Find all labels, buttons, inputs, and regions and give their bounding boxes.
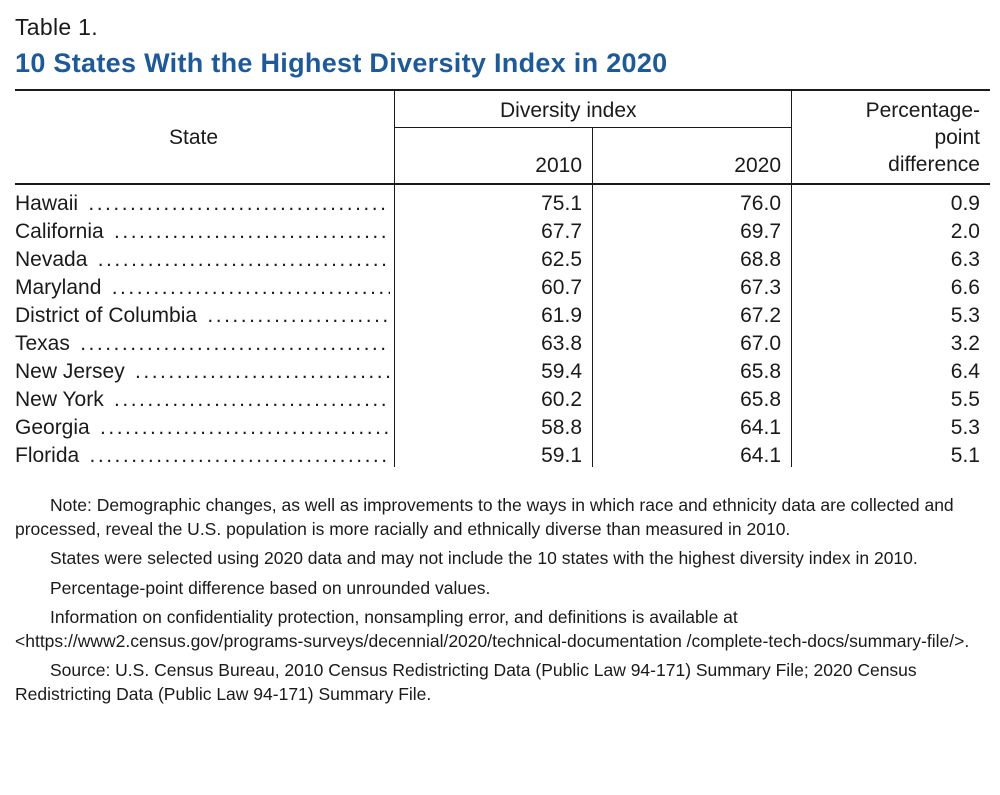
value-2020: 65.8 (740, 388, 781, 411)
note-paragraph: Percentage-point difference based on unr… (50, 577, 491, 598)
column-divider (394, 91, 395, 467)
leader-dots: ........................................… (80, 332, 390, 355)
leader-dots: ........................................… (135, 360, 390, 383)
table-row: Hawaii .................................… (15, 190, 990, 218)
table-row: New Jersey .............................… (15, 358, 990, 386)
table-row: Nevada .................................… (15, 246, 990, 274)
value-2020: 76.0 (740, 192, 781, 215)
value-percentage-point-difference: 3.2 (950, 332, 980, 355)
value-2010: 60.2 (541, 388, 582, 411)
value-2010: 59.1 (541, 444, 582, 467)
value-percentage-point-difference: 5.3 (950, 304, 980, 327)
header-pct-line: Percentage- (865, 99, 980, 122)
table-header-rule (15, 183, 990, 185)
table-label: Table 1. (15, 14, 98, 40)
value-percentage-point-difference: 5.3 (950, 416, 980, 439)
diversity-index-subrule (395, 127, 792, 128)
header-diversity-index: Diversity index (500, 99, 637, 122)
value-2010: 60.7 (541, 276, 582, 299)
header-percentage-point-difference: Percentage- point difference (820, 97, 980, 178)
value-2010: 62.5 (541, 248, 582, 271)
value-2020: 65.8 (740, 360, 781, 383)
state-cell: Georgia ................................… (15, 414, 390, 442)
note-paragraph: Note: Demographic changes, as well as im… (15, 495, 954, 539)
value-2010: 61.9 (541, 304, 582, 327)
leader-dots: ........................................… (207, 304, 390, 327)
state-name: New Jersey (15, 360, 125, 383)
column-divider (592, 127, 593, 467)
leader-dots: ........................................… (111, 276, 390, 299)
leader-dots: ........................................… (100, 416, 390, 439)
state-name: New York (15, 388, 104, 411)
value-2020: 67.3 (740, 276, 781, 299)
state-name: Hawaii (15, 192, 79, 215)
value-2010: 67.7 (541, 220, 582, 243)
value-2010: 63.8 (541, 332, 582, 355)
value-percentage-point-difference: 0.9 (950, 192, 980, 215)
value-2010: 59.4 (541, 360, 582, 383)
table-row: District of Columbia ...................… (15, 302, 990, 330)
table-notes: Note: Demographic changes, as well as im… (15, 494, 985, 712)
table-top-rule (15, 89, 990, 91)
state-cell: New Jersey .............................… (15, 358, 390, 386)
value-percentage-point-difference: 5.5 (950, 388, 980, 411)
leader-dots: ........................................… (114, 220, 390, 243)
leader-dots: ........................................… (88, 192, 390, 215)
state-name: Florida (15, 444, 80, 467)
note-paragraph: Source: U.S. Census Bureau, 2010 Census … (15, 660, 917, 704)
table-row: Texas ..................................… (15, 330, 990, 358)
column-divider (791, 91, 792, 467)
state-cell: Hawaii .................................… (15, 190, 390, 218)
state-name: Texas (15, 332, 70, 355)
state-cell: Florida ................................… (15, 442, 390, 470)
state-cell: New York ...............................… (15, 386, 390, 414)
value-percentage-point-difference: 2.0 (950, 220, 980, 243)
table-row: California .............................… (15, 218, 990, 246)
value-2020: 64.1 (740, 416, 781, 439)
header-pct-line: difference (888, 153, 980, 176)
note-paragraph: States were selected using 2020 data and… (50, 548, 918, 568)
state-name: California (15, 220, 104, 243)
state-name: Georgia (15, 416, 90, 439)
value-percentage-point-difference: 6.4 (950, 360, 980, 383)
header-2010: 2010 (535, 154, 582, 177)
state-name: Nevada (15, 248, 88, 271)
value-2020: 67.2 (740, 304, 781, 327)
value-2020: 68.8 (740, 248, 781, 271)
header-2020: 2020 (734, 154, 781, 177)
table-title: 10 States With the Highest Diversity Ind… (15, 48, 668, 78)
value-2020: 64.1 (740, 444, 781, 467)
value-2020: 69.7 (740, 220, 781, 243)
state-cell: Texas ..................................… (15, 330, 390, 358)
table-row: Georgia ................................… (15, 414, 990, 442)
leader-dots: ........................................… (114, 388, 390, 411)
state-cell: California .............................… (15, 218, 390, 246)
state-cell: District of Columbia ...................… (15, 302, 390, 330)
state-cell: Maryland ...............................… (15, 274, 390, 302)
value-percentage-point-difference: 5.1 (950, 444, 980, 467)
note-paragraph: Information on confidentiality protectio… (15, 607, 970, 651)
value-2010: 75.1 (541, 192, 582, 215)
leader-dots: ........................................… (89, 444, 390, 467)
header-pct-line: point (934, 126, 980, 149)
value-2020: 67.0 (740, 332, 781, 355)
state-cell: Nevada .................................… (15, 246, 390, 274)
value-percentage-point-difference: 6.6 (950, 276, 980, 299)
value-percentage-point-difference: 6.3 (950, 248, 980, 271)
state-name: Maryland (15, 276, 102, 299)
table-row: Florida ................................… (15, 442, 990, 470)
state-name: District of Columbia (15, 304, 198, 327)
value-2010: 58.8 (541, 416, 582, 439)
table-body: Hawaii .................................… (15, 190, 990, 470)
header-state: State (169, 126, 219, 149)
leader-dots: ........................................… (97, 248, 390, 271)
table-row: New York ...............................… (15, 386, 990, 414)
table-row: Maryland ...............................… (15, 274, 990, 302)
